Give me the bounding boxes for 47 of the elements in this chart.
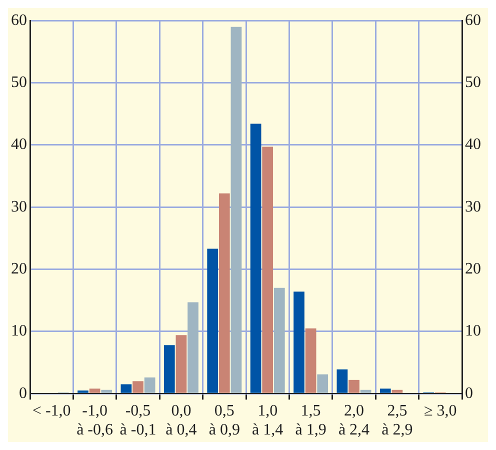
- bar: [336, 369, 348, 393]
- y2-tick-label: 40: [465, 136, 481, 154]
- bar: [348, 380, 360, 393]
- bar: [380, 388, 391, 393]
- y2-tick-label: 20: [465, 260, 481, 278]
- bar: [207, 248, 218, 393]
- x-tick-label: 1,0 à 1,4: [252, 402, 284, 439]
- bar: [144, 377, 156, 393]
- y2-tick-label: 0: [465, 384, 473, 402]
- bar: [317, 374, 328, 393]
- x-tick-label: 0,0 à 0,4: [166, 402, 197, 439]
- bar: [89, 388, 100, 393]
- x-tick-label: -0,5 à -0,1: [120, 402, 156, 439]
- bar: [392, 390, 403, 393]
- bar: [230, 26, 242, 393]
- x-tick-label: 1,5 à 1,9: [295, 402, 326, 439]
- bar: [218, 193, 230, 393]
- y2-tick-label: 60: [465, 12, 481, 29]
- x-tick-label: 0,5 à 0,9: [208, 402, 240, 439]
- y-tick-label: 10: [11, 322, 27, 340]
- bar: [262, 146, 274, 393]
- bar: [274, 288, 285, 393]
- y-tick-label: 30: [11, 198, 27, 216]
- y2-tick-label: 10: [465, 322, 481, 340]
- bar: [188, 302, 198, 393]
- x-tick-label: -1,0 à -0,6: [76, 402, 114, 439]
- x-tick-label: 2,5 à 2,9: [382, 402, 413, 439]
- y2-tick-label: 30: [465, 198, 481, 216]
- y-tick-label: 50: [11, 74, 27, 91]
- x-tick-label: < -1,0: [32, 402, 71, 420]
- y-tick-label: 40: [11, 136, 27, 154]
- bar: [132, 381, 144, 393]
- x-tick-label: 2,0 à 2,4: [338, 402, 370, 439]
- y2-tick-label: 50: [465, 74, 481, 91]
- bar: [250, 124, 262, 393]
- y-tick-label: 0: [19, 384, 27, 402]
- bar: [294, 292, 304, 393]
- bar: [360, 390, 372, 393]
- bar: [78, 390, 88, 393]
- bar: [164, 345, 175, 393]
- x-tick-label: ≥ 3,0: [424, 402, 457, 420]
- bar: [120, 384, 132, 393]
- bar: [101, 390, 112, 393]
- bar: [305, 328, 316, 393]
- y-tick-label: 20: [11, 260, 27, 278]
- bar: [176, 335, 187, 393]
- y-tick-label: 60: [11, 12, 27, 29]
